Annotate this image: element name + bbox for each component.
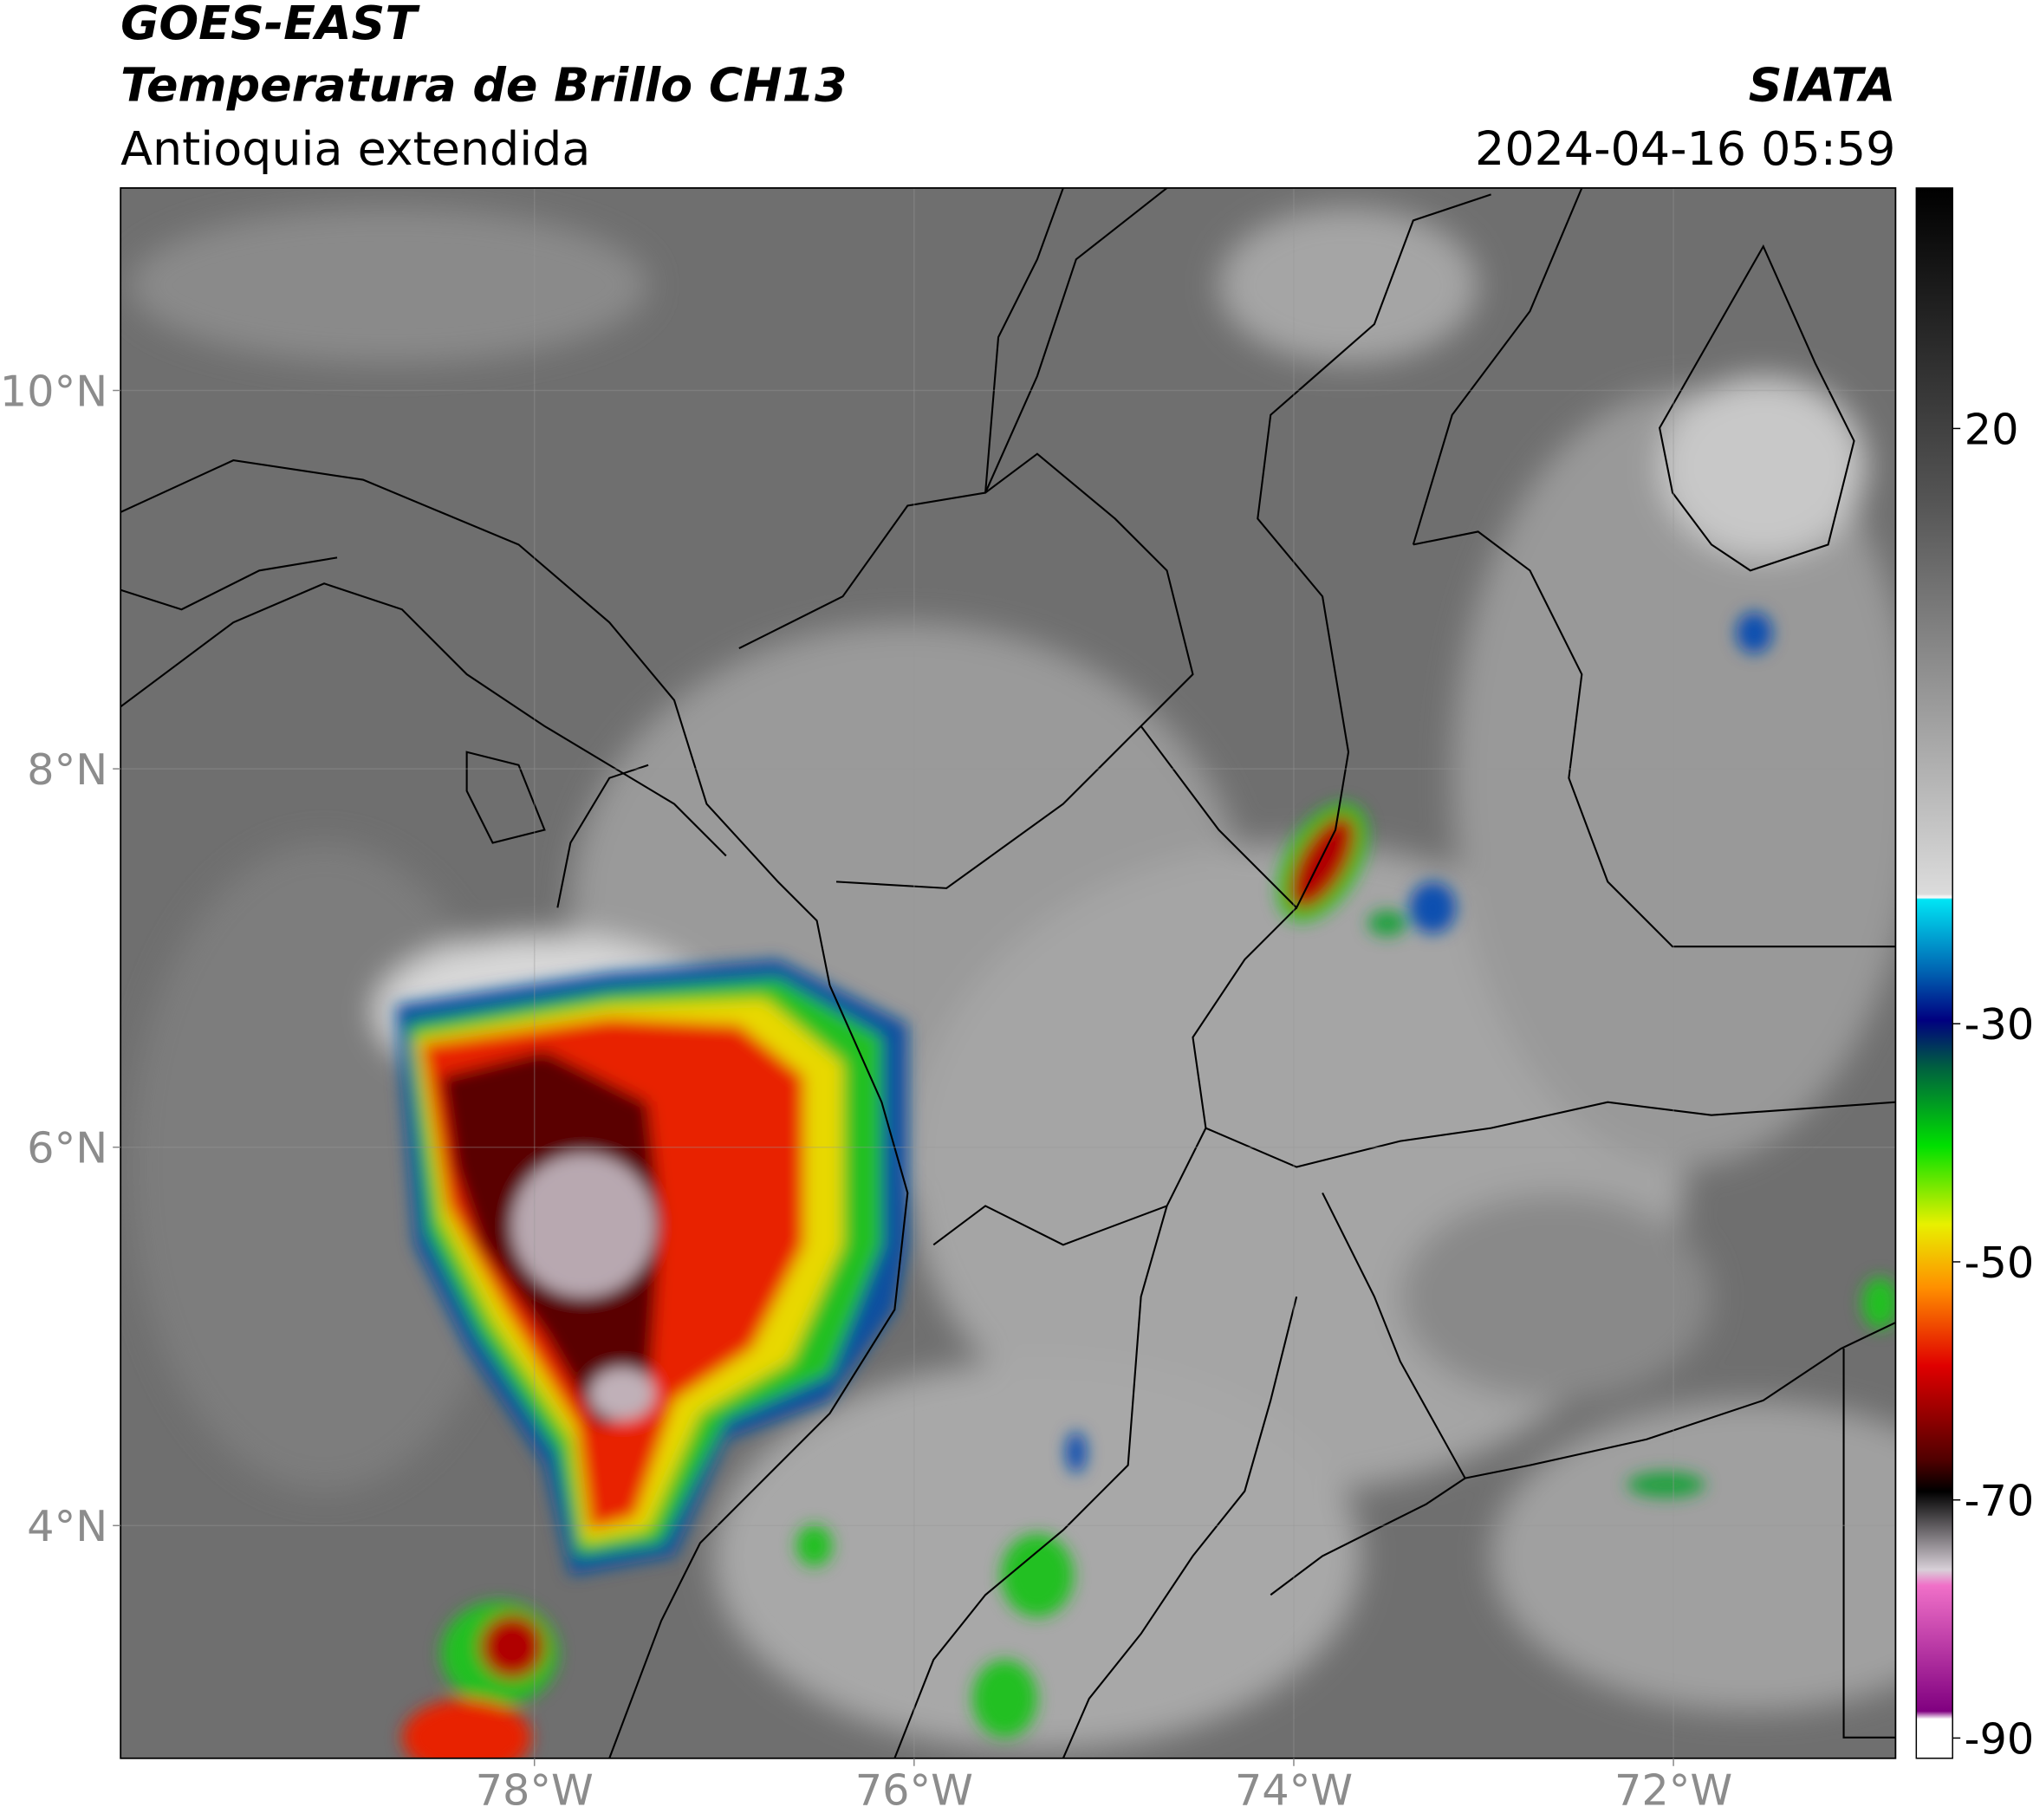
x-tick-label: 72°W (1614, 1765, 1732, 1816)
map-image (120, 187, 1896, 1758)
colorbar-tick-label: -50 (1965, 1238, 2033, 1288)
graticule (120, 187, 1896, 1758)
axes: 78°W 76°W 74°W 72°W 10°N 8°N 6°N 4°N (0, 366, 1732, 1815)
y-tick-label: 10°N (0, 366, 107, 416)
x-tick-label: 74°W (1235, 1765, 1353, 1816)
x-tick-label: 76°W (855, 1765, 973, 1816)
colorbar-tick-label: 20 (1965, 404, 2019, 454)
colorbar-axis: 20 -30 -50 -70 -90 (1952, 404, 2033, 1764)
y-tick-label: 8°N (27, 744, 107, 795)
satellite-title: GOES-EAST (120, 0, 420, 50)
colorbar (1915, 187, 1953, 1759)
y-tick-label: 4°N (27, 1501, 107, 1551)
convective-system (395, 612, 1896, 1758)
region-subtitle: Antioquia extendida (120, 121, 590, 176)
map-frame (120, 187, 1897, 1759)
colorbar-tick-label: -70 (1965, 1476, 2033, 1526)
y-tick-label: 6°N (27, 1123, 107, 1173)
colorbar-tick-label: -30 (1965, 999, 2033, 1050)
datetime-label: 2024-04-16 05:59 (1475, 121, 1895, 176)
source-label: SIATA (1749, 58, 1896, 113)
product-title: Temperatura de Brillo CH13 (120, 58, 847, 113)
x-tick-label: 78°W (476, 1765, 594, 1816)
borders (120, 187, 1896, 1758)
colorbar-tick-label: -90 (1965, 1713, 2033, 1764)
